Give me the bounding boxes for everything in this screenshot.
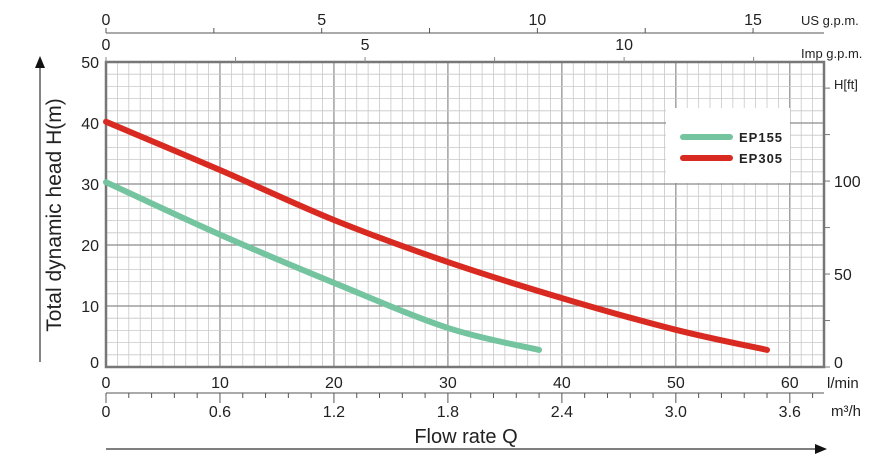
x-tick-label: 40 <box>553 375 571 392</box>
m3h-tick-label: 1.2 <box>323 404 345 421</box>
x-tick-label: 0 <box>102 375 111 392</box>
y-tick-label: 40 <box>81 116 99 133</box>
ft-tick-label: 0 <box>834 355 843 372</box>
legend-label-ep155: EP155 <box>739 130 783 145</box>
series-lines <box>103 118 771 353</box>
series-line-ep305 <box>103 118 771 353</box>
us-gpm-tick-label: 10 <box>528 12 546 29</box>
series-line-ep155 <box>103 179 543 353</box>
y-tick-label: 10 <box>81 299 99 316</box>
us-gpm-label: US g.p.m. <box>801 13 859 28</box>
legend: EP155 EP305 <box>666 108 790 183</box>
plot-frame <box>104 60 826 369</box>
lmin-label: l/min <box>827 375 859 392</box>
m3h-label: m³/h <box>831 403 861 420</box>
y-tick-label: 0 <box>90 355 99 372</box>
ft-tick-label: 50 <box>834 267 852 284</box>
m3h-tick-label: 2.4 <box>551 404 573 421</box>
y-axis-title: Total dynamic head H(m) <box>43 98 66 331</box>
x-tick-label: 10 <box>211 375 229 392</box>
legend-label-ep305: EP305 <box>739 151 783 166</box>
m3h-tick-label: 1.8 <box>437 404 459 421</box>
ft-tick-label: 100 <box>834 174 861 191</box>
imp-gpm-tick-label: 10 <box>615 37 633 54</box>
imp-gpm-label: Imp g.p.m. <box>801 46 862 61</box>
x-axis-title: Flow rate Q <box>414 426 517 448</box>
y-arrow-head <box>35 56 45 68</box>
x-tick-label: 60 <box>781 375 799 392</box>
grid <box>104 60 826 369</box>
us-gpm-tick-label: 15 <box>744 12 762 29</box>
imp-gpm-tick-label: 0 <box>102 37 111 54</box>
legend-box <box>666 108 790 183</box>
x-arrow-head <box>815 444 827 454</box>
us-gpm-tick-label: 5 <box>317 12 326 29</box>
y-tick-label: 20 <box>81 238 99 255</box>
y-tick-label: 30 <box>81 177 99 194</box>
m3h-tick-label: 3.6 <box>779 404 801 421</box>
x-tick-label: 30 <box>439 375 457 392</box>
h-ft-label: H[ft] <box>834 77 858 92</box>
m3h-tick-label: 0.6 <box>209 404 231 421</box>
x-tick-label: 50 <box>667 375 685 392</box>
y-tick-label: 50 <box>81 55 99 72</box>
imp-gpm-tick-label: 5 <box>361 37 370 54</box>
x-tick-label: 20 <box>325 375 343 392</box>
us-gpm-tick-label: 0 <box>102 12 111 29</box>
m3h-tick-label: 0 <box>102 404 111 421</box>
m3h-tick-label: 3.0 <box>665 404 687 421</box>
